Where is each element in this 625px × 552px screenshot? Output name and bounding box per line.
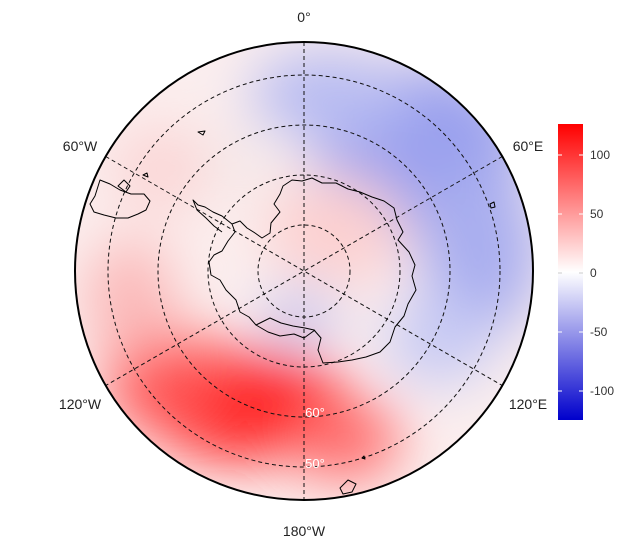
- antarctic-peninsula: [192, 199, 233, 233]
- tierra-del-fuego: [117, 179, 131, 193]
- lat-label-50: 50°: [305, 456, 325, 471]
- meridian-60w-120e: [105, 156, 503, 386]
- latitude-circle-50: [107, 74, 501, 468]
- south-america-coastline: [89, 179, 151, 219]
- negative-anomaly-ross-sea: [260, 290, 340, 346]
- new-zealand-island: [339, 479, 357, 495]
- ross-ice-shelf-edge: [255, 324, 316, 339]
- kerguelen-island: [489, 201, 496, 209]
- south-orkney-island: [142, 172, 149, 178]
- anomaly-field: [75, 42, 533, 500]
- latitude-circle-60: [157, 124, 451, 418]
- meridian-60e-120w: [105, 156, 503, 386]
- lat-label-60: 60°: [305, 405, 325, 420]
- colorbar-ramp: [558, 124, 583, 420]
- macquarie-island: [361, 455, 366, 460]
- colorbar-tick-minus-100: -100: [590, 384, 614, 398]
- colorbar-tick-0: 0: [590, 266, 597, 280]
- colorbar: 100 50 0 -50 -100: [558, 124, 614, 420]
- colorbar-tick-50: 50: [590, 207, 604, 221]
- south-georgia-island: [197, 130, 206, 136]
- colorbar-tick-100: 100: [590, 148, 610, 162]
- antarctica-coastline: [208, 177, 417, 364]
- lon-label-60e: 60°E: [513, 138, 544, 154]
- lon-label-180w: 180°W: [283, 523, 326, 539]
- lon-label-0: 0°: [297, 9, 310, 25]
- lon-label-60w: 60°W: [63, 138, 98, 154]
- colorbar-tick-minus-50: -50: [590, 325, 608, 339]
- lon-label-120w: 120°W: [59, 396, 102, 412]
- graticule: [105, 42, 503, 500]
- map-boundary: [74, 41, 534, 501]
- lon-label-120e: 120°E: [509, 396, 547, 412]
- coastlines: [89, 130, 496, 495]
